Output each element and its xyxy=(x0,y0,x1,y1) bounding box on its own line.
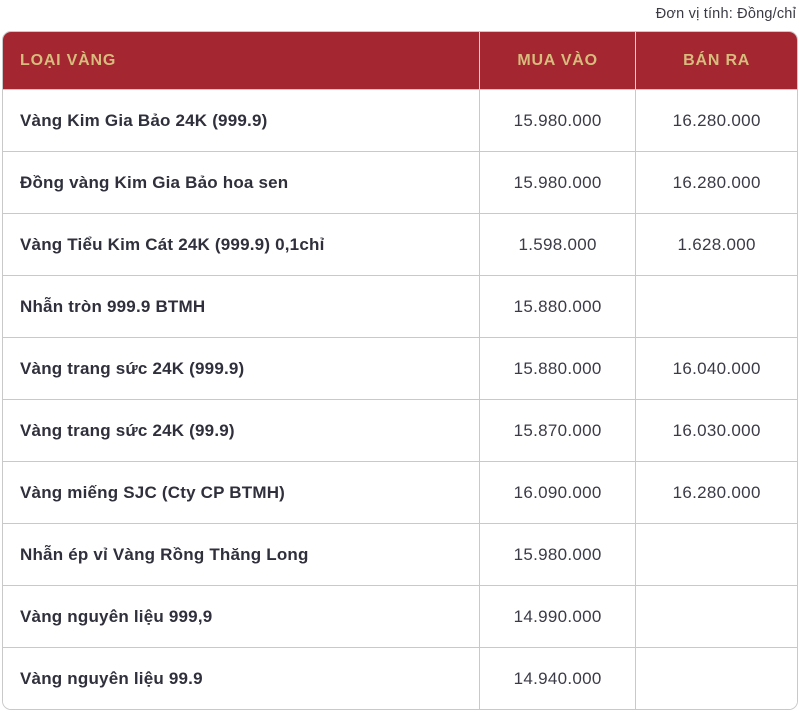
buy-price-cell: 1.598.000 xyxy=(478,213,636,276)
buy-price-cell: 15.880.000 xyxy=(478,337,636,400)
sell-price-cell xyxy=(635,585,797,648)
gold-name-cell: Vàng nguyên liệu 999,9 xyxy=(3,585,480,648)
gold-price-table-container: LOẠI VÀNG MUA VÀO BÁN RA Vàng Kim Gia Bả… xyxy=(2,31,798,710)
table-row: Vàng Tiểu Kim Cát 24K (999.9) 0,1chỉ 1.5… xyxy=(3,213,797,276)
gold-name-cell: Vàng nguyên liệu 99.9 xyxy=(3,647,480,709)
sell-price-cell xyxy=(635,647,797,709)
sell-price-cell: 16.280.000 xyxy=(635,151,797,214)
buy-price-cell: 15.980.000 xyxy=(478,89,636,152)
sell-price-cell: 16.280.000 xyxy=(635,461,797,524)
header-gold-type: LOẠI VÀNG xyxy=(3,32,480,90)
buy-price-cell: 15.880.000 xyxy=(478,275,636,338)
table-row: Nhẫn tròn 999.9 BTMH 15.880.000 xyxy=(3,275,797,338)
table-row: Vàng Kim Gia Bảo 24K (999.9) 15.980.000 … xyxy=(3,89,797,152)
table-header-row: LOẠI VÀNG MUA VÀO BÁN RA xyxy=(3,32,797,90)
table-row: Vàng trang sức 24K (999.9) 15.880.000 16… xyxy=(3,337,797,400)
gold-name-cell: Vàng Kim Gia Bảo 24K (999.9) xyxy=(3,89,480,152)
table-row: Đồng vàng Kim Gia Bảo hoa sen 15.980.000… xyxy=(3,151,797,214)
gold-name-cell: Nhẫn tròn 999.9 BTMH xyxy=(3,275,480,338)
gold-price-page: Đơn vị tính: Đồng/chỉ LOẠI VÀNG MUA VÀO … xyxy=(2,6,798,710)
sell-price-cell: 16.280.000 xyxy=(635,89,797,152)
gold-name-cell: Vàng miếng SJC (Cty CP BTMH) xyxy=(3,461,480,524)
buy-price-cell: 14.990.000 xyxy=(478,585,636,648)
unit-note: Đơn vị tính: Đồng/chỉ xyxy=(655,6,796,22)
table-row: Vàng nguyên liệu 999,9 14.990.000 xyxy=(3,585,797,648)
sell-price-cell xyxy=(635,275,797,338)
table-row: Nhẫn ép vỉ Vàng Rồng Thăng Long 15.980.0… xyxy=(3,523,797,586)
buy-price-cell: 16.090.000 xyxy=(478,461,636,524)
gold-name-cell: Vàng trang sức 24K (99.9) xyxy=(3,399,480,462)
sell-price-cell: 16.040.000 xyxy=(635,337,797,400)
gold-price-table: LOẠI VÀNG MUA VÀO BÁN RA Vàng Kim Gia Bả… xyxy=(3,32,797,709)
buy-price-cell: 15.980.000 xyxy=(478,151,636,214)
buy-price-cell: 14.940.000 xyxy=(478,647,636,709)
table-body: Vàng Kim Gia Bảo 24K (999.9) 15.980.000 … xyxy=(3,89,797,709)
table-row: Vàng miếng SJC (Cty CP BTMH) 16.090.000 … xyxy=(3,461,797,524)
gold-name-cell: Vàng trang sức 24K (999.9) xyxy=(3,337,480,400)
table-row: Vàng nguyên liệu 99.9 14.940.000 xyxy=(3,647,797,709)
buy-price-cell: 15.980.000 xyxy=(478,523,636,586)
sell-price-cell: 16.030.000 xyxy=(635,399,797,462)
table-header: LOẠI VÀNG MUA VÀO BÁN RA xyxy=(3,32,797,90)
header-sell-price: BÁN RA xyxy=(635,32,797,90)
sell-price-cell: 1.628.000 xyxy=(635,213,797,276)
table-row: Vàng trang sức 24K (99.9) 15.870.000 16.… xyxy=(3,399,797,462)
gold-name-cell: Vàng Tiểu Kim Cát 24K (999.9) 0,1chỉ xyxy=(3,213,480,276)
gold-name-cell: Đồng vàng Kim Gia Bảo hoa sen xyxy=(3,151,480,214)
header-buy-price: MUA VÀO xyxy=(478,32,636,90)
gold-name-cell: Nhẫn ép vỉ Vàng Rồng Thăng Long xyxy=(3,523,480,586)
buy-price-cell: 15.870.000 xyxy=(478,399,636,462)
sell-price-cell xyxy=(635,523,797,586)
